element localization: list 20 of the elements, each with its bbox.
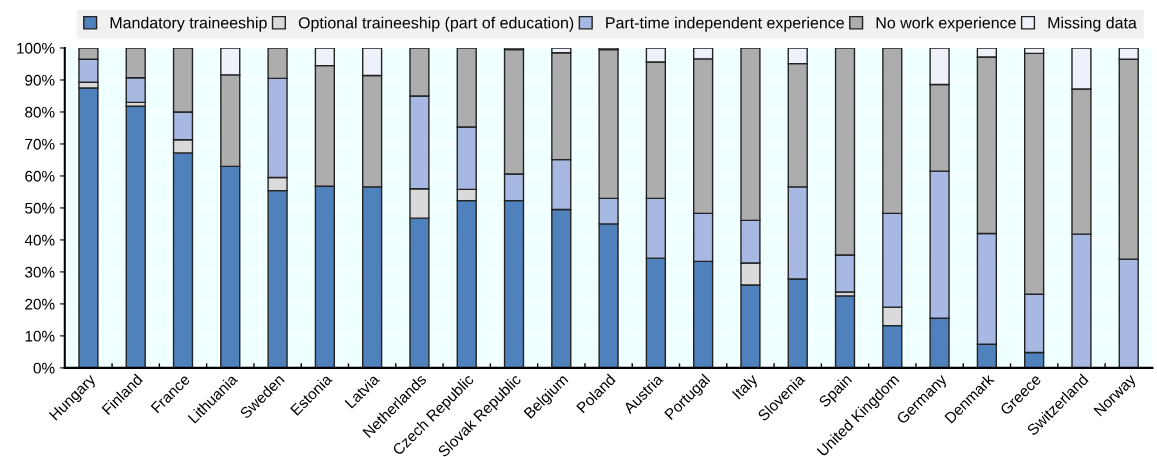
y-tick-label: 10%: [25, 330, 55, 342]
y-tick-label: 60%: [25, 170, 55, 182]
y-tick-label: 50%: [25, 202, 55, 214]
bar: [78, 87, 99, 368]
y-tick-label: 90%: [25, 74, 55, 86]
y-tick-label: 0%: [33, 362, 55, 374]
y-tick-label: 100%: [17, 42, 55, 54]
legend-label: Optional traineeship (part of education): [298, 16, 574, 32]
y-tick-label: 30%: [25, 266, 55, 278]
y-tick-label: 20%: [25, 298, 55, 310]
bar: [834, 295, 856, 368]
legend-label: Part-time independent experience: [606, 16, 844, 32]
y-tick-label: 70%: [25, 138, 55, 150]
legend-label: No work experience: [876, 16, 1016, 32]
legend-label: Mandatory traineeship: [110, 16, 267, 32]
y-tick-label: 80%: [25, 106, 55, 118]
x-tick-label: Italy: [731, 372, 761, 402]
bar: [125, 105, 146, 368]
y-tick-label: 40%: [24, 234, 55, 246]
legend-label: Missing data: [1048, 16, 1137, 32]
